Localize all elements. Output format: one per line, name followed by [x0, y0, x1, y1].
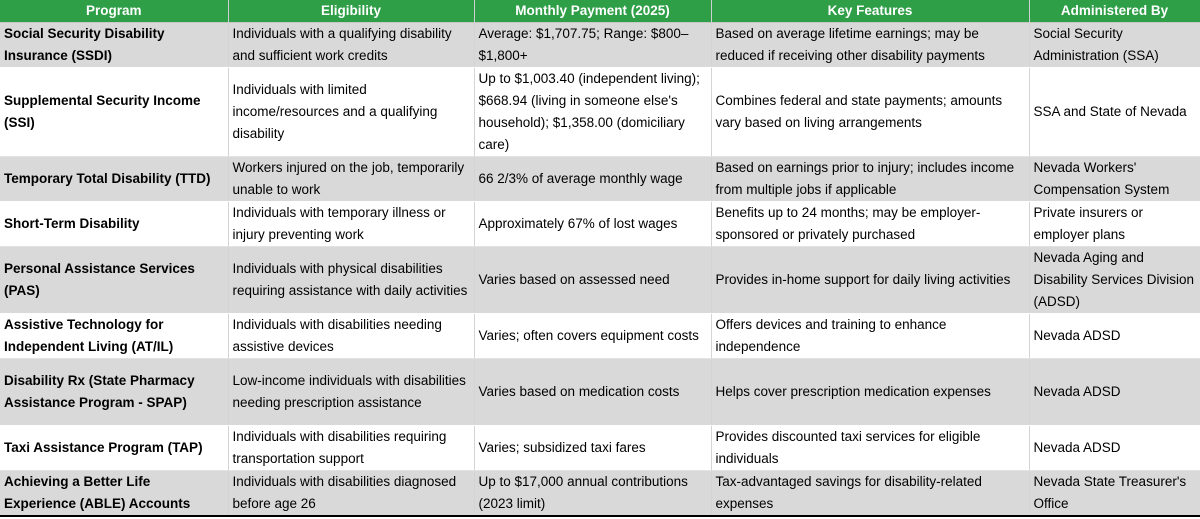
table-row: Supplemental Security Income (SSI) Indiv… [0, 67, 1200, 157]
table-row: Disability Rx (State Pharmacy Assistance… [0, 358, 1200, 426]
cell-program[interactable]: Temporary Total Disability (TTD) [0, 156, 229, 202]
header-program[interactable]: Program [0, 0, 229, 23]
cell-administered-by[interactable]: Nevada ADSD [1029, 425, 1200, 471]
cell-eligibility[interactable]: Individuals with disabilities diagnosed … [228, 470, 475, 517]
table-row: Taxi Assistance Program (TAP) Individual… [0, 425, 1200, 471]
cell-features[interactable]: Based on average lifetime earnings; may … [711, 22, 1030, 68]
header-key-features[interactable]: Key Features [711, 0, 1030, 23]
cell-features[interactable]: Benefits up to 24 months; may be employe… [711, 201, 1030, 247]
cell-program[interactable]: Supplemental Security Income (SSI) [0, 67, 229, 157]
cell-eligibility[interactable]: Individuals with limited income/resource… [228, 67, 475, 157]
cell-eligibility[interactable]: Individuals with disabilities requiring … [228, 425, 475, 471]
cell-program[interactable]: Assistive Technology for Independent Liv… [0, 313, 229, 359]
cell-eligibility[interactable]: Low-income individuals with disabilities… [228, 358, 475, 426]
header-administered-by[interactable]: Administered By [1029, 0, 1200, 23]
cell-payment[interactable]: Approximately 67% of lost wages [474, 201, 712, 247]
cell-administered-by[interactable]: Nevada ADSD [1029, 358, 1200, 426]
cell-administered-by[interactable]: Nevada State Treasurer's Office [1029, 470, 1200, 517]
cell-eligibility[interactable]: Individuals with temporary illness or in… [228, 201, 475, 247]
cell-features[interactable]: Helps cover prescription medication expe… [711, 358, 1030, 426]
cell-eligibility[interactable]: Individuals with a qualifying disability… [228, 22, 475, 68]
cell-features[interactable]: Tax-advantaged savings for disability-re… [711, 470, 1030, 517]
cell-payment[interactable]: Up to $17,000 annual contributions (2023… [474, 470, 712, 517]
cell-payment[interactable]: 66 2/3% of average monthly wage [474, 156, 712, 202]
cell-payment[interactable]: Varies based on assessed need [474, 246, 712, 314]
cell-administered-by[interactable]: Nevada Workers' Compensation System [1029, 156, 1200, 202]
cell-features[interactable]: Combines federal and state payments; amo… [711, 67, 1030, 157]
table-row: Assistive Technology for Independent Liv… [0, 313, 1200, 359]
cell-payment[interactable]: Varies; subsidized taxi fares [474, 425, 712, 471]
table-row: Personal Assistance Services (PAS) Indiv… [0, 246, 1200, 314]
cell-eligibility[interactable]: Individuals with physical disabilities r… [228, 246, 475, 314]
cell-payment[interactable]: Varies; often covers equipment costs [474, 313, 712, 359]
cell-features[interactable]: Provides in-home support for daily livin… [711, 246, 1030, 314]
cell-administered-by[interactable]: Nevada Aging and Disability Services Div… [1029, 246, 1200, 314]
cell-program[interactable]: Short-Term Disability [0, 201, 229, 247]
header-monthly-payment[interactable]: Monthly Payment (2025) [474, 0, 712, 23]
cell-program[interactable]: Personal Assistance Services (PAS) [0, 246, 229, 314]
cell-administered-by[interactable]: Nevada ADSD [1029, 313, 1200, 359]
cell-eligibility[interactable]: Workers injured on the job, temporarily … [228, 156, 475, 202]
table-row: Social Security Disability Insurance (SS… [0, 22, 1200, 68]
cell-program[interactable]: Taxi Assistance Program (TAP) [0, 425, 229, 471]
cell-program[interactable]: Social Security Disability Insurance (SS… [0, 22, 229, 68]
cell-program[interactable]: Disability Rx (State Pharmacy Assistance… [0, 358, 229, 426]
header-eligibility[interactable]: Eligibility [228, 0, 475, 23]
table-row: Achieving a Better Life Experience (ABLE… [0, 470, 1200, 517]
cell-eligibility[interactable]: Individuals with disabilities needing as… [228, 313, 475, 359]
header-row: Program Eligibility Monthly Payment (202… [0, 0, 1200, 23]
cell-features[interactable]: Based on earnings prior to injury; inclu… [711, 156, 1030, 202]
cell-payment[interactable]: Varies based on medication costs [474, 358, 712, 426]
cell-administered-by[interactable]: Social Security Administration (SSA) [1029, 22, 1200, 68]
cell-payment[interactable]: Average: $1,707.75; Range: $800–$1,800+ [474, 22, 712, 68]
cell-payment[interactable]: Up to $1,003.40 (independent living); $6… [474, 67, 712, 157]
cell-administered-by[interactable]: Private insurers or employer plans [1029, 201, 1200, 247]
cell-features[interactable]: Offers devices and training to enhance i… [711, 313, 1030, 359]
cell-features[interactable]: Provides discounted taxi services for el… [711, 425, 1030, 471]
cell-administered-by[interactable]: SSA and State of Nevada [1029, 67, 1200, 157]
table-row: Short-Term Disability Individuals with t… [0, 201, 1200, 247]
cell-program[interactable]: Achieving a Better Life Experience (ABLE… [0, 470, 229, 517]
table-row: Temporary Total Disability (TTD) Workers… [0, 156, 1200, 202]
